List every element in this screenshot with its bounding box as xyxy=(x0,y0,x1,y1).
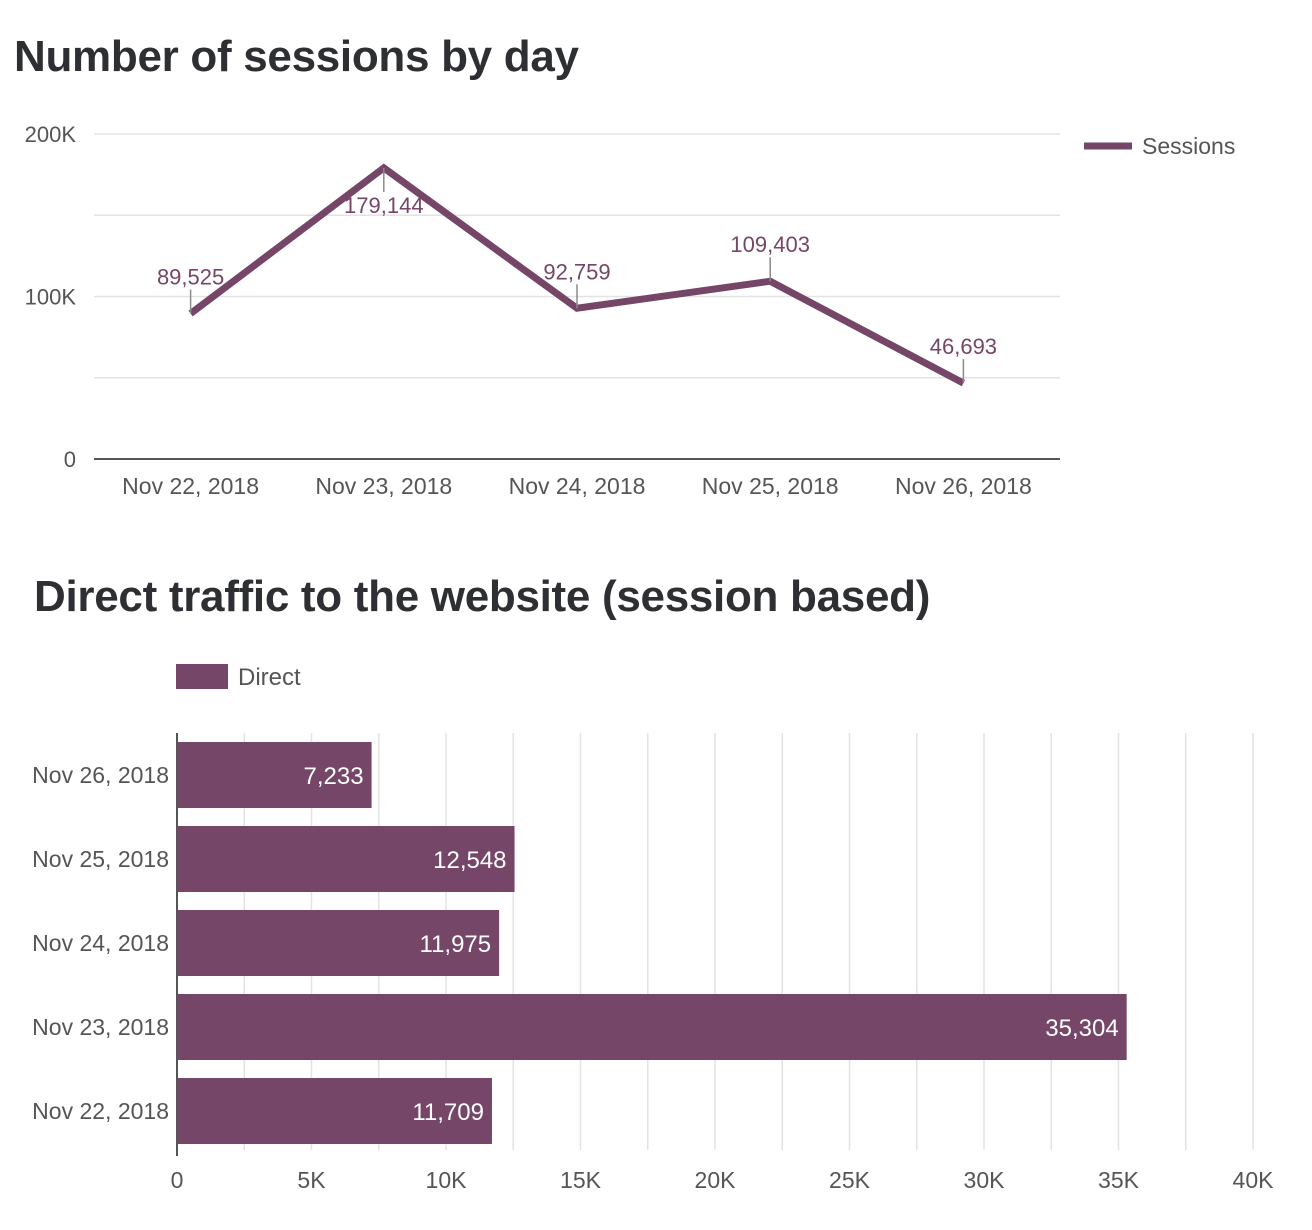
legend-label: Sessions xyxy=(1142,133,1235,159)
x-tick-label: Nov 23, 2018 xyxy=(315,473,452,499)
data-label: 92,759 xyxy=(543,259,610,284)
data-label: 89,525 xyxy=(157,265,224,290)
category-label: Nov 22, 2018 xyxy=(32,1098,169,1124)
x-tick-label: 40K xyxy=(1233,1167,1275,1193)
legend-swatch xyxy=(176,664,228,689)
bar xyxy=(177,826,515,892)
bar xyxy=(177,1078,492,1144)
x-tick-label: Nov 24, 2018 xyxy=(509,473,646,499)
x-tick-label: 25K xyxy=(829,1167,871,1193)
x-tick-label: 15K xyxy=(560,1167,602,1193)
bar xyxy=(177,994,1127,1060)
y-tick-label: 100K xyxy=(25,285,77,310)
x-tick-label: 5K xyxy=(297,1167,326,1193)
bar xyxy=(177,742,372,808)
y-tick-label: 0 xyxy=(64,447,76,472)
bar-value-label: 7,233 xyxy=(304,763,364,790)
sessions-line-chart: 0 100K 200K Nov 22, 2018 Nov 23, 2018 Nov 24,… xyxy=(25,122,1236,499)
x-tick-label: 10K xyxy=(426,1167,468,1193)
category-label: Nov 26, 2018 xyxy=(32,762,169,788)
x-tick-label: 30K xyxy=(964,1167,1006,1193)
x-tick-label: Nov 26, 2018 xyxy=(895,473,1032,499)
line-chart-title: Number of sessions by day xyxy=(14,32,579,81)
bar-value-label: 35,304 xyxy=(1045,1015,1118,1042)
x-tick-label: 20K xyxy=(695,1167,737,1193)
bar-chart-title: Direct traffic to the website (session b… xyxy=(34,572,931,621)
bar-value-label: 12,548 xyxy=(433,847,506,874)
x-tick-label: Nov 25, 2018 xyxy=(702,473,839,499)
data-label: 179,144 xyxy=(344,193,424,218)
y-tick-label: 200K xyxy=(25,122,77,147)
data-label: 109,403 xyxy=(730,232,810,257)
x-tick-label: 0 xyxy=(171,1167,184,1193)
data-label: 46,693 xyxy=(930,334,997,359)
category-label: Nov 25, 2018 xyxy=(32,846,169,872)
x-tick-label: 35K xyxy=(1098,1167,1140,1193)
bar-value-label: 11,709 xyxy=(412,1099,484,1126)
x-tick-label: Nov 22, 2018 xyxy=(122,473,259,499)
legend-label: Direct xyxy=(238,664,301,691)
category-label: Nov 23, 2018 xyxy=(32,1014,169,1040)
bar-value-label: 11,975 xyxy=(420,931,492,958)
bar xyxy=(177,910,500,976)
category-label: Nov 24, 2018 xyxy=(32,930,169,956)
